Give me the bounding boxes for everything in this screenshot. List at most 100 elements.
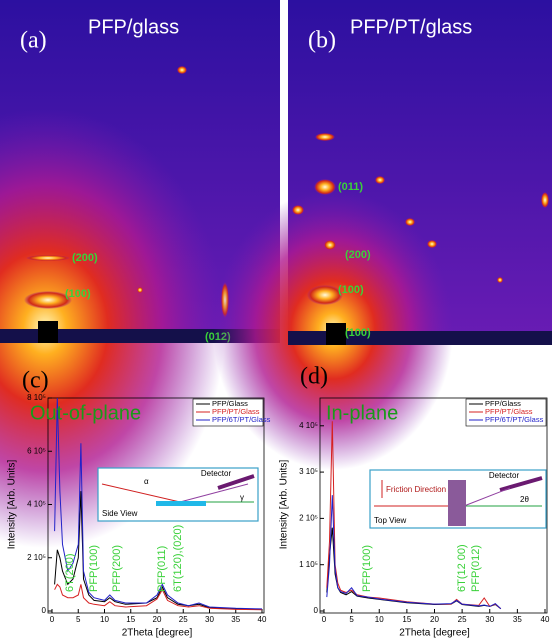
y-axis-label: Intensity [Arb. Units]	[7, 460, 18, 550]
beam-stop	[38, 321, 58, 343]
x-tick-label: 25	[458, 615, 467, 624]
panel-label: (b)	[308, 28, 336, 54]
y-tick-label: 4 10⁵	[27, 500, 46, 509]
inset-view-label: Top View	[374, 516, 407, 525]
inset-detector	[499, 476, 543, 492]
peak-annotation: PFP(100)	[88, 545, 100, 592]
series-line	[54, 397, 263, 610]
x-tick-label: 10	[375, 615, 384, 624]
diffraction-spot	[177, 66, 187, 74]
diffraction-spot	[137, 287, 143, 293]
diffraction-spot	[292, 205, 304, 215]
x-tick-label: 40	[541, 615, 550, 624]
peak-label: (100)	[65, 288, 91, 300]
y-tick-label: 3 10⁵	[299, 467, 318, 476]
x-tick-label: 10	[100, 615, 109, 624]
diffraction-spot	[26, 255, 70, 261]
y-tick-label: 4 10⁵	[299, 421, 318, 430]
x-axis-label: 2Theta [degree]	[122, 628, 193, 639]
diffraction-spot	[427, 240, 437, 248]
inset-out	[179, 483, 249, 503]
x-tick-label: 30	[485, 615, 494, 624]
inset-out	[463, 487, 511, 507]
panel-label: (d)	[300, 364, 328, 390]
y-tick-label: 1 10⁵	[299, 560, 318, 569]
diffraction-spot	[541, 192, 549, 208]
diffraction-spot	[405, 218, 415, 226]
inset-angle: α	[144, 477, 149, 486]
chart-title: In-plane	[326, 402, 398, 424]
y-tick-label: 6 10⁵	[27, 446, 46, 455]
panel-label: (a)	[20, 28, 47, 54]
series-line	[326, 421, 502, 610]
legend-label: PFP/6T/PT/Glass	[212, 415, 271, 424]
x-tick-label: 20	[430, 615, 439, 624]
diffraction-spot	[307, 285, 343, 305]
peak-annotation: PFP(200)	[111, 545, 123, 592]
inset-direction-label: Friction Direction	[386, 485, 446, 494]
image-title: PFP/PT/glass	[350, 16, 472, 38]
x-tick-label: 5	[76, 615, 81, 624]
peak-annotation: PFP(011)	[156, 546, 168, 592]
inset-frame	[97, 467, 259, 522]
plot-frame	[47, 397, 265, 614]
x-tick-label: 0	[322, 615, 327, 624]
peak-annotation: 6T(200)	[64, 553, 76, 592]
x-tick-label: 15	[126, 615, 135, 624]
inset-angle: γ	[240, 493, 244, 502]
diffraction-spot	[324, 240, 336, 250]
peak-annotation: 6T(120),(020)	[172, 525, 184, 592]
x-tick-label: 0	[50, 615, 55, 624]
diffraction-spot	[314, 179, 336, 195]
series-line	[326, 495, 502, 610]
y-tick-label: 0	[42, 606, 47, 615]
panel-label: (c)	[22, 368, 49, 394]
x-tick-label: 15	[402, 615, 411, 624]
x-tick-label: 20	[153, 615, 162, 624]
plot-frame	[319, 397, 548, 614]
peak-annotation: PFP(100)	[361, 545, 373, 592]
peak-label: (100)	[345, 327, 371, 339]
x-tick-label: 30	[205, 615, 214, 624]
y-tick-label: 2 10⁵	[299, 514, 318, 523]
chart-title: Out-of-plane	[30, 402, 141, 424]
legend-label: PFP/PT/Glass	[485, 407, 533, 416]
y-tick-label: 8 10⁵	[27, 393, 46, 402]
horizon-strip	[288, 331, 552, 345]
legend-label: PFP/PT/Glass	[212, 407, 260, 416]
diffraction-image	[213, 0, 552, 470]
x-tick-label: 40	[258, 615, 267, 624]
diffraction-spot	[497, 277, 503, 283]
peak-label: (200)	[72, 252, 98, 264]
diffraction-spot	[375, 176, 385, 184]
diffraction-spot	[24, 291, 72, 309]
series-line	[54, 583, 263, 611]
x-tick-label: 5	[349, 615, 354, 624]
peak-label: (200)	[345, 249, 371, 261]
peak-annotation: 6T(12 00)	[456, 544, 468, 592]
x-axis-label: 2Theta [degree]	[399, 628, 470, 639]
peak-label: (011)	[338, 181, 363, 193]
inset-view-label: Side View	[102, 509, 138, 518]
peak-annotation: PFP(012)	[470, 545, 482, 592]
inset-sample	[448, 480, 466, 526]
horizon-strip	[0, 329, 280, 343]
beam-stop	[326, 323, 346, 345]
x-tick-label: 35	[231, 615, 240, 624]
peak-label: (100)	[338, 284, 364, 296]
x-tick-label: 25	[179, 615, 188, 624]
diffraction-spot	[315, 133, 335, 141]
y-tick-label: 0	[314, 606, 319, 615]
inset-angle: 2θ	[520, 495, 529, 504]
y-axis-label: Intensity [Arb. Units]	[279, 460, 290, 550]
inset-detector-label: Detector	[201, 469, 232, 478]
x-tick-label: 35	[513, 615, 522, 624]
legend-label: PFP/6T/PT/Glass	[485, 415, 544, 424]
legend-label: PFP/Glass	[212, 399, 248, 408]
image-title: PFP/glass	[88, 16, 179, 38]
inset-sample	[156, 501, 206, 506]
legend-label: PFP/Glass	[485, 399, 521, 408]
inset-beam	[101, 483, 181, 503]
inset-detector-label: Detector	[489, 471, 520, 480]
